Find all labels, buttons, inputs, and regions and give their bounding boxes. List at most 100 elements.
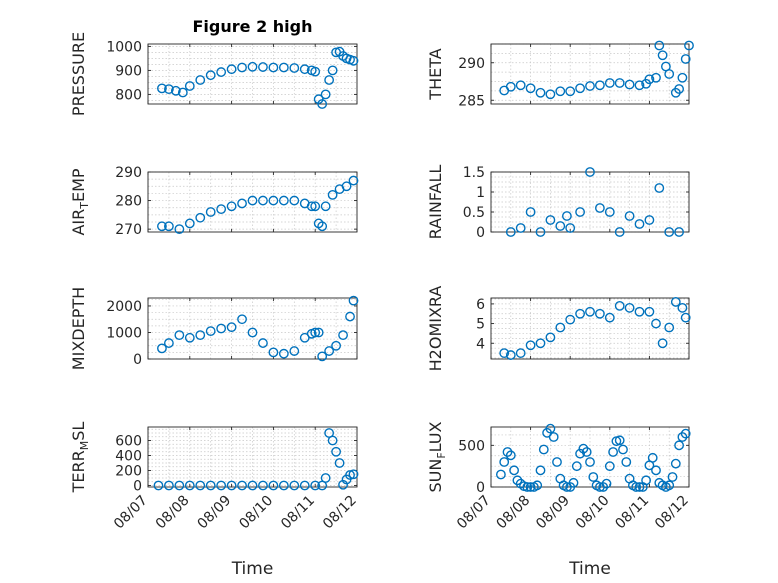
data-point — [565, 86, 576, 97]
data-point — [499, 457, 510, 467]
data-point — [216, 204, 227, 215]
axes-box — [490, 171, 690, 233]
data-point — [677, 72, 688, 83]
data-point — [327, 189, 338, 200]
data-point — [525, 482, 536, 492]
series-markers — [495, 423, 691, 492]
axes-box — [147, 426, 358, 488]
axes-box — [490, 297, 690, 360]
data-point — [163, 338, 174, 348]
data-point — [268, 62, 279, 73]
data-point — [614, 435, 625, 446]
data-point — [163, 84, 174, 95]
data-point — [651, 318, 661, 329]
data-point — [317, 99, 328, 109]
data-point — [195, 75, 206, 85]
data-point — [505, 81, 516, 92]
data-point — [670, 458, 681, 469]
data-point — [157, 83, 167, 94]
data-point — [555, 86, 566, 97]
data-point — [327, 435, 338, 446]
data-point — [331, 446, 341, 457]
data-point — [634, 482, 645, 492]
series-markers — [157, 46, 359, 109]
y-axis-label: SUNFLUX — [426, 421, 448, 492]
data-point — [522, 482, 533, 492]
y-axis-label: TERRMSL — [69, 422, 91, 494]
data-point — [604, 461, 615, 472]
data-point — [604, 78, 615, 88]
data-point — [247, 61, 258, 72]
y-axis-label: PRESSURE — [69, 32, 88, 116]
data-point — [684, 40, 694, 51]
data-point — [634, 306, 645, 317]
data-point — [604, 312, 615, 323]
data-point — [237, 480, 247, 491]
data-point — [624, 79, 635, 90]
data-point — [555, 221, 566, 231]
data-point — [651, 72, 661, 83]
x-tick-label: 08/09 — [195, 493, 235, 533]
data-point — [505, 450, 516, 461]
y-tick-label: 2000 — [106, 299, 142, 315]
data-point — [226, 480, 237, 491]
data-point — [258, 62, 268, 72]
data-point — [604, 207, 615, 217]
data-point — [174, 480, 185, 491]
y-tick-label: 0.5 — [463, 205, 485, 221]
data-point — [581, 447, 592, 457]
data-point — [664, 480, 675, 491]
data-point — [237, 198, 247, 209]
data-point — [680, 428, 691, 439]
data-point — [324, 346, 335, 356]
data-point — [631, 482, 642, 492]
series-markers — [499, 297, 691, 360]
data-point — [621, 457, 632, 467]
subplot-1: 800 900 1000 Figure 2 high PRESSURE — [69, 17, 359, 116]
subplot-8: 0 500 08/07 08/08 08/09 08/10 08/11 08/12 Time SU… — [426, 421, 692, 579]
data-point — [226, 322, 237, 333]
y-tick-label: 200 — [115, 464, 142, 480]
data-point — [595, 80, 605, 91]
data-point — [237, 314, 247, 325]
y-tick-label: 1 — [476, 185, 485, 201]
data-point — [565, 314, 576, 325]
y-tick-label: 800 — [115, 87, 142, 103]
y-tick-label: 1000 — [106, 39, 142, 55]
x-tick-label: 08/08 — [494, 493, 534, 533]
y-tick-label: 0 — [476, 480, 485, 496]
y-tick-label: 285 — [458, 93, 485, 109]
data-point — [289, 480, 300, 491]
data-point — [598, 482, 609, 492]
data-point — [680, 312, 691, 323]
data-point — [289, 346, 300, 356]
data-point — [174, 224, 185, 235]
data-point — [348, 175, 359, 186]
data-point — [657, 50, 668, 61]
data-point — [595, 308, 605, 319]
x-tick-label: 08/11 — [278, 493, 318, 533]
data-point — [575, 448, 585, 459]
data-point — [247, 327, 258, 338]
data-point — [525, 83, 536, 94]
data-point — [216, 67, 227, 77]
data-point — [174, 330, 185, 341]
y-tick-label: 290 — [458, 56, 485, 72]
data-point — [575, 207, 585, 217]
axes-box — [490, 426, 690, 488]
data-point — [278, 62, 289, 73]
x-axis-label: Time — [568, 559, 611, 579]
y-axis-label: AIRTEMP — [69, 168, 91, 235]
data-point — [509, 465, 519, 476]
data-point — [320, 473, 331, 483]
data-point — [515, 348, 526, 358]
data-point — [310, 201, 321, 212]
data-point — [667, 472, 678, 482]
data-point — [320, 89, 331, 100]
x-tick-label: 08/10 — [236, 493, 276, 533]
data-point — [195, 330, 206, 341]
data-point — [515, 80, 526, 91]
data-point — [654, 40, 665, 51]
